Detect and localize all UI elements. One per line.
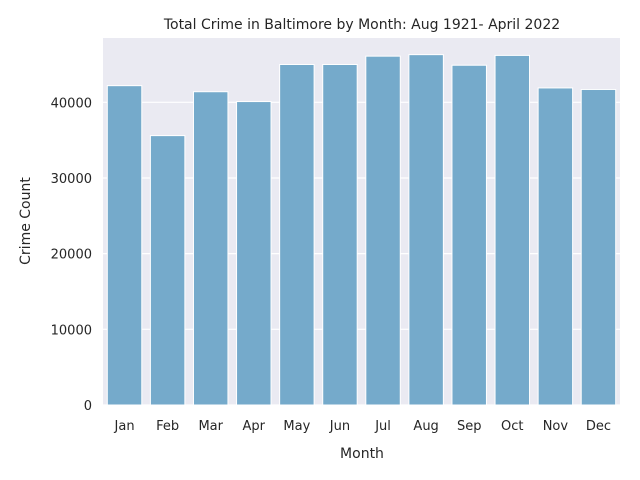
bars-group bbox=[106, 54, 617, 406]
x-tick-label: May bbox=[283, 419, 310, 434]
y-tick-label: 20000 bbox=[51, 248, 92, 263]
y-tick-label: 10000 bbox=[51, 323, 92, 338]
x-tick-label: Dec bbox=[586, 419, 611, 434]
y-tick-label: 40000 bbox=[51, 96, 92, 111]
bar-nov bbox=[537, 87, 574, 406]
y-gridlines bbox=[103, 101, 620, 406]
y-tick-label: 0 bbox=[84, 399, 92, 414]
x-tick-label: Jul bbox=[374, 419, 391, 434]
plot-area bbox=[103, 38, 620, 405]
bar-oct bbox=[494, 54, 531, 406]
y-tick-label: 30000 bbox=[51, 172, 92, 187]
x-tick-label: Sep bbox=[457, 419, 482, 434]
chart-title: Total Crime in Baltimore by Month: Aug 1… bbox=[163, 17, 560, 33]
bar-mar bbox=[192, 91, 229, 406]
x-tick-label: Jun bbox=[329, 419, 350, 434]
y-axis-label: Crime Count bbox=[18, 177, 34, 265]
bar-feb bbox=[149, 135, 186, 406]
bar-jun bbox=[322, 63, 358, 406]
x-tick-label: Aug bbox=[413, 419, 438, 434]
x-tick-label: Jan bbox=[114, 419, 135, 434]
bar-dec bbox=[580, 88, 617, 406]
x-axis-label: Month bbox=[340, 446, 384, 462]
bar-jan bbox=[106, 85, 143, 406]
bar-jul bbox=[365, 55, 401, 406]
x-tick-label: Oct bbox=[501, 419, 523, 434]
x-tick-label: Nov bbox=[543, 419, 569, 434]
y-tick-labels: 0 10000 20000 30000 40000 bbox=[51, 96, 92, 414]
x-tick-label: Apr bbox=[243, 419, 266, 434]
bar-aug bbox=[408, 54, 444, 406]
bar-sep bbox=[451, 64, 487, 406]
bar-may bbox=[279, 63, 315, 406]
x-tick-label: Feb bbox=[156, 419, 179, 434]
bar-apr bbox=[236, 101, 272, 406]
x-tick-labels: Jan Feb Mar Apr May Jun Jul Aug Sep Oct Nov Dec bbox=[114, 419, 612, 434]
x-tick-label: Mar bbox=[198, 419, 223, 434]
